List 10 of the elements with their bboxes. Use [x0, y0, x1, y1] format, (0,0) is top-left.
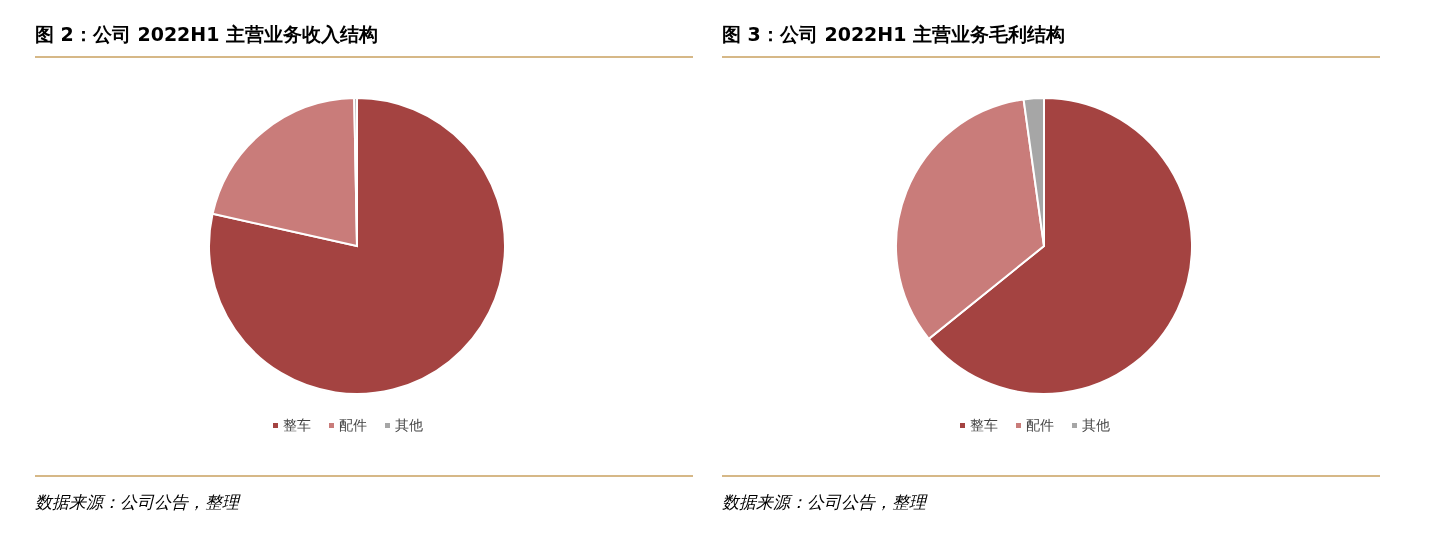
legend-label: 其他 — [1082, 417, 1110, 433]
legend-label: 配件 — [339, 417, 367, 433]
source-note: 数据来源：公司公告，整理 — [35, 492, 241, 512]
legend-label: 其他 — [395, 417, 423, 433]
source-note: 数据来源：公司公告，整理 — [722, 492, 928, 512]
legend-label: 整车 — [970, 417, 998, 433]
legend-label: 整车 — [283, 417, 311, 433]
chart-title: 图 3：公司 2022H1 主营业务毛利结构 — [722, 23, 1066, 45]
legend-label: 配件 — [1026, 417, 1054, 433]
chart-title: 图 2：公司 2022H1 主营业务收入结构 — [35, 23, 379, 45]
